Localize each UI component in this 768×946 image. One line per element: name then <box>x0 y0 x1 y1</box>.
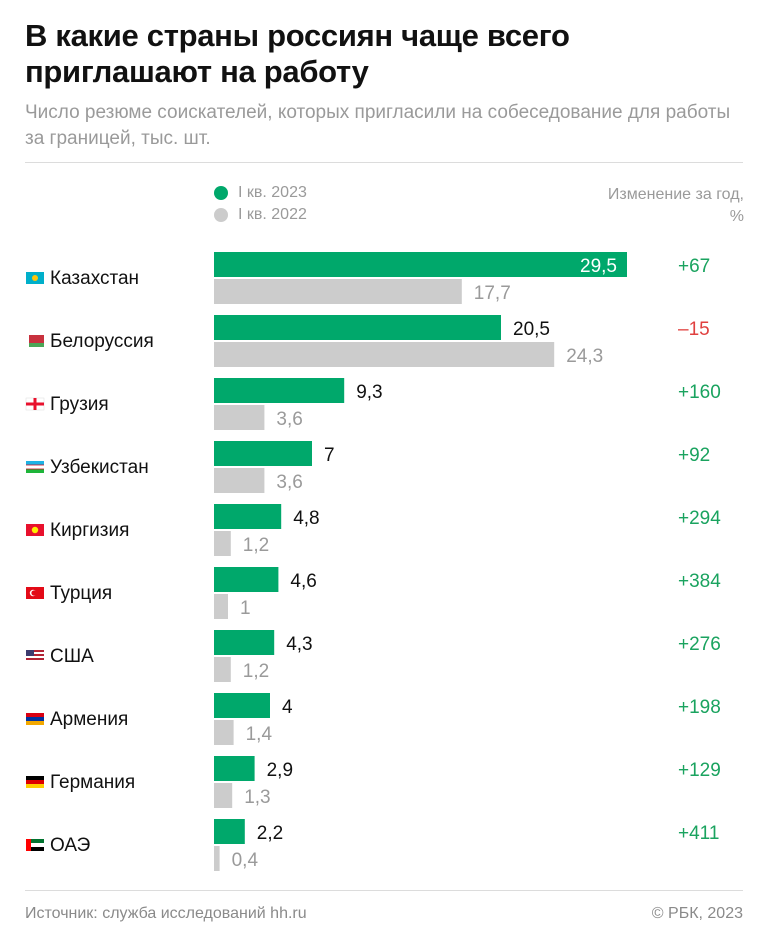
value-label-previous: 1,3 <box>244 787 270 808</box>
bar-previous <box>214 846 220 871</box>
country-label: Армения <box>50 709 128 730</box>
bar-previous <box>214 657 231 682</box>
country-label: Белоруссия <box>50 331 154 352</box>
value-label-previous: 1 <box>240 598 251 619</box>
row-2: Грузия 9,3 3,6 +160 <box>25 378 721 430</box>
bottom-divider <box>25 890 743 891</box>
row-9: ОАЭ 2,2 0,4 +411 <box>26 819 719 871</box>
change-value: +198 <box>678 697 721 718</box>
value-label-previous: 17,7 <box>474 283 511 304</box>
legend-previous-label: I кв. 2022 <box>238 206 307 223</box>
row-5: Турция 4,6 1 +384 <box>26 567 721 619</box>
change-value: +160 <box>678 382 721 403</box>
bar-previous <box>214 405 265 430</box>
bar-current <box>214 441 312 466</box>
top-divider <box>25 162 743 163</box>
value-label-current: 4,6 <box>290 571 316 592</box>
legend-previous: I кв. 2022 <box>214 206 307 224</box>
by-flag-icon <box>26 335 44 347</box>
source-note: Источник: служба исследований hh.ru <box>25 905 307 922</box>
bar-current <box>214 819 245 844</box>
country-label: Турция <box>50 583 112 604</box>
value-label-current: 7 <box>324 445 335 466</box>
chart-subtitle: Число резюме соискателей, которых пригла… <box>25 102 731 149</box>
value-label-previous: 1,2 <box>243 661 269 682</box>
ae-flag-icon <box>26 839 44 851</box>
change-value: –15 <box>678 319 710 340</box>
value-label-current: 9,3 <box>356 382 382 403</box>
country-label: Казахстан <box>50 268 139 289</box>
bar-current <box>214 252 627 277</box>
bar-previous <box>214 720 234 745</box>
value-label-previous: 3,6 <box>276 409 302 430</box>
country-label: Узбекистан <box>50 457 149 478</box>
tr-flag-icon <box>26 587 44 599</box>
country-label: США <box>50 646 94 667</box>
value-label-current: 4,8 <box>293 508 319 529</box>
us-flag-icon <box>26 650 44 662</box>
row-4: Киргизия 4,8 1,2 +294 <box>26 504 721 556</box>
bar-previous <box>214 783 233 808</box>
row-3: Узбекистан 7 3,6 +92 <box>26 441 710 493</box>
bar-current <box>214 630 275 655</box>
change-header: Изменение за год, % <box>607 186 744 225</box>
uz-flag-icon <box>26 461 44 473</box>
value-label-previous: 24,3 <box>566 346 603 367</box>
row-0: Казахстан 29,5 17,7 +67 <box>26 252 710 304</box>
value-label-previous: 1,2 <box>243 535 269 556</box>
legend-current: I кв. 2023 <box>214 184 307 202</box>
value-label-current: 4 <box>282 697 293 718</box>
legend-previous-swatch <box>214 208 228 222</box>
legend-current-label: I кв. 2023 <box>238 184 307 201</box>
bar-current <box>214 378 345 403</box>
value-label-previous: 3,6 <box>276 472 302 493</box>
bar-previous <box>214 342 555 367</box>
row-1: Белоруссия 20,5 24,3 –15 <box>26 315 710 367</box>
country-label: ОАЭ <box>50 835 90 856</box>
value-label-current: 2,9 <box>267 760 293 781</box>
bar-previous <box>214 531 231 556</box>
bar-previous <box>214 468 265 493</box>
chart-title: В какие страны россиян чаще всего пригла… <box>25 18 570 89</box>
legend-current-swatch <box>214 186 228 200</box>
bar-previous <box>214 594 228 619</box>
value-label-current: 4,3 <box>286 634 312 655</box>
value-label-current: 2,2 <box>257 823 283 844</box>
ge-flag-icon <box>25 397 45 411</box>
country-label: Германия <box>50 772 135 793</box>
bar-previous <box>214 279 462 304</box>
bar-current <box>214 315 501 340</box>
kz-flag-icon <box>26 272 44 284</box>
change-value: +92 <box>678 445 710 466</box>
copyright: © РБК, 2023 <box>651 905 743 922</box>
row-8: Германия 2,9 1,3 +129 <box>26 756 721 808</box>
am-flag-icon <box>26 713 44 725</box>
value-label-current: 29,5 <box>580 256 617 277</box>
change-value: +384 <box>678 571 721 592</box>
bar-current <box>214 693 270 718</box>
change-value: +294 <box>678 508 721 529</box>
value-label-current: 20,5 <box>513 319 550 340</box>
value-label-previous: 0,4 <box>232 850 259 871</box>
kg-flag-icon <box>26 524 44 536</box>
bar-current <box>214 756 255 781</box>
de-flag-icon <box>26 776 44 788</box>
bar-current <box>214 567 279 592</box>
row-6: США 4,3 1,2 +276 <box>26 630 721 682</box>
bar-current <box>214 504 282 529</box>
change-value: +129 <box>678 760 721 781</box>
value-label-previous: 1,4 <box>246 724 273 745</box>
row-7: Армения 4 1,4 +198 <box>26 693 721 745</box>
country-label: Киргизия <box>50 520 129 541</box>
change-value: +411 <box>678 823 719 844</box>
country-label: Грузия <box>50 394 109 415</box>
change-value: +67 <box>678 256 710 277</box>
change-value: +276 <box>678 634 721 655</box>
